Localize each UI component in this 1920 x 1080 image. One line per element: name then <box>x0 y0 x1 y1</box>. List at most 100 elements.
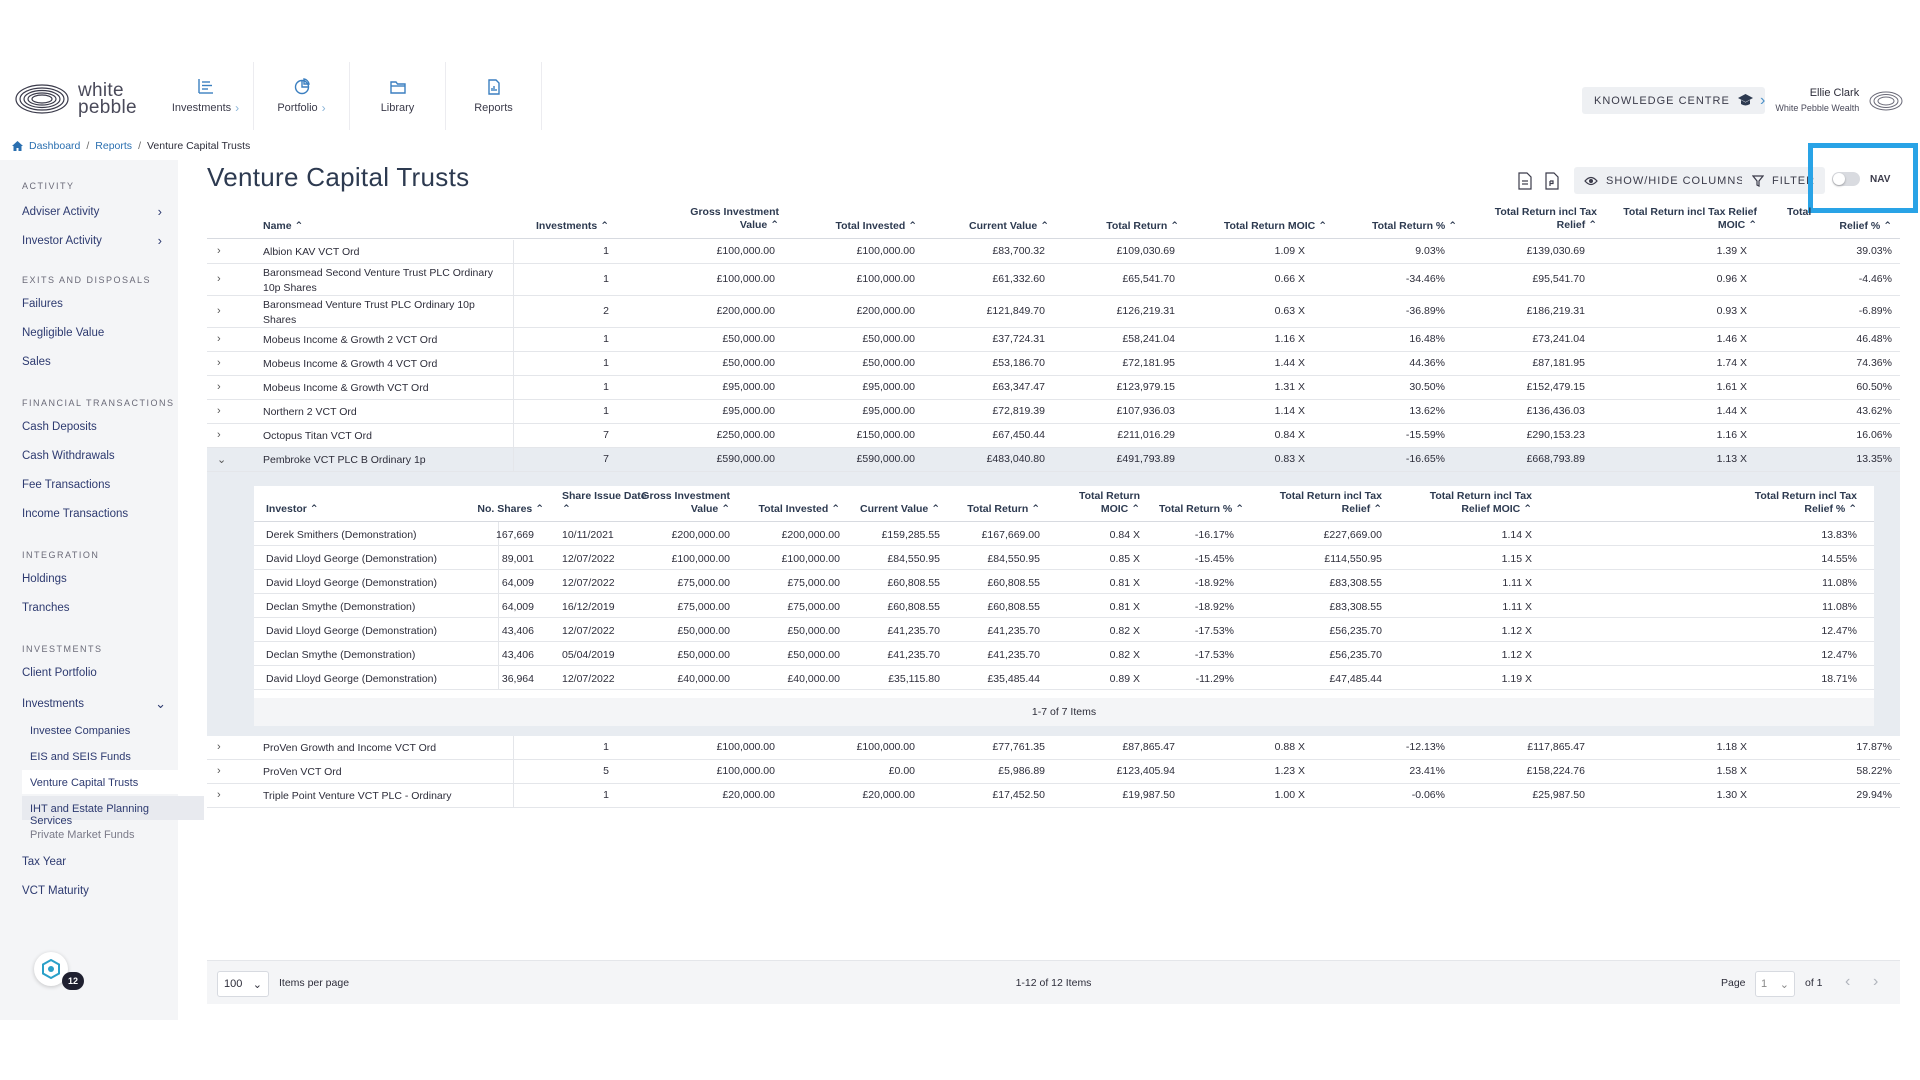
detail-table-row[interactable]: Declan Smythe (Demonstration) 43,406 05/04… <box>254 642 1874 666</box>
breadcrumb-dashboard[interactable]: Dashboard <box>29 140 81 152</box>
col-investments[interactable]: Investments ⌃ <box>497 220 609 233</box>
expand-row-icon[interactable]: › <box>217 741 221 753</box>
detail-cell-tax-return: £114,550.95 <box>1324 553 1382 565</box>
detail-col-shares[interactable]: No. Shares ⌃ <box>454 503 544 516</box>
logo-line-1: white <box>78 80 124 101</box>
table-row[interactable]: › Northern 2 VCT Ord 1 £95,000.00 £95,000.00… <box>207 400 1900 424</box>
sidebar-item-investor-activity[interactable]: Investor Activity › <box>22 233 162 248</box>
items-per-page-select[interactable]: 100 ⌄ <box>217 971 269 997</box>
nav-portfolio[interactable]: Portfolio › <box>254 62 350 130</box>
detail-table-row[interactable]: David Lloyd George (Demonstration) 36,964… <box>254 666 1874 690</box>
show-hide-columns-button[interactable]: SHOW/HIDE COLUMNS <box>1574 167 1755 194</box>
sidebar-item-investments[interactable]: Investments ⌄ <box>22 696 166 712</box>
sidebar-item-sales[interactable]: Sales <box>22 356 162 368</box>
detail-table-row[interactable]: David Lloyd George (Demonstration) 43,406… <box>254 618 1874 642</box>
detail-col-date[interactable]: Share Issue Date ⌃ <box>562 490 647 516</box>
table-row[interactable]: › Triple Point Venture VCT PLC - Ordinary… <box>207 784 1900 808</box>
detail-col-return[interactable]: Total Return ⌃ <box>934 503 1040 516</box>
sidebar-item-cash-withdrawals[interactable]: Cash Withdrawals <box>22 450 162 462</box>
expand-row-icon[interactable]: › <box>217 357 221 369</box>
sidebar-subitem-eis-seis[interactable]: EIS and SEIS Funds <box>30 751 131 763</box>
col-tax-return[interactable]: Total Return incl Tax Relief ⌃ <box>1467 206 1597 232</box>
col-tax-pct[interactable]: Relief % ⌃ <box>1747 220 1892 233</box>
detail-table-row[interactable]: David Lloyd George (Demonstration) 89,001… <box>254 546 1874 570</box>
detail-col-investor[interactable]: Investor ⌃ <box>266 503 319 516</box>
export-pdf-icon[interactable] <box>1544 172 1560 190</box>
export-excel-icon[interactable] <box>1517 172 1533 190</box>
sidebar-subitem-vct[interactable]: Venture Capital Trusts <box>30 777 139 789</box>
table-row[interactable]: › ProVen Growth and Income VCT Ord 1 £100,0… <box>207 736 1900 760</box>
user-menu[interactable]: › Ellie Clark White Pebble Wealth <box>1760 86 1903 116</box>
table-row[interactable]: › Baronsmead Venture Trust PLC Ordinary 1… <box>207 296 1900 328</box>
name-column-divider <box>207 760 514 784</box>
detail-table-row[interactable]: Declan Smythe (Demonstration) 64,009 16/12… <box>254 594 1874 618</box>
detail-col-current[interactable]: Current Value ⌃ <box>834 503 940 516</box>
nav-reports[interactable]: Reports <box>446 62 542 130</box>
detail-col-moic[interactable]: Total Return MOIC ⌃ <box>1044 490 1140 516</box>
nav-investments[interactable]: Investments › <box>158 62 254 130</box>
table-row[interactable]: › Mobeus Income & Growth 4 VCT Ord 1 £50,00… <box>207 352 1900 376</box>
expand-row-icon[interactable]: › <box>217 333 221 345</box>
expand-row-icon[interactable]: › <box>217 381 221 393</box>
table-row[interactable]: › Albion KAV VCT Ord 1 £100,000.00 £100,000.… <box>207 240 1900 264</box>
nav-toggle[interactable]: NAV <box>1832 172 1890 186</box>
table-row[interactable]: › Mobeus Income & Growth 2 VCT Ord 1 £50,00… <box>207 328 1900 352</box>
sidebar-item-negligible-value[interactable]: Negligible Value <box>22 327 162 339</box>
col-name[interactable]: Name ⌃ <box>263 220 303 233</box>
row-name-line-2: 10p Shares <box>263 282 317 294</box>
sidebar-item-adviser-activity[interactable]: Adviser Activity › <box>22 204 162 219</box>
collapse-row-icon[interactable]: ⌄ <box>217 454 227 466</box>
cell-invested: £100,000.00 <box>856 245 915 257</box>
prev-page-button[interactable]: ‹ <box>1845 973 1850 991</box>
next-page-button[interactable]: › <box>1873 973 1878 991</box>
nav-toggle-switch[interactable] <box>1832 172 1860 186</box>
sidebar-item-income-transactions[interactable]: Income Transactions <box>22 508 162 520</box>
col-gross[interactable]: Gross Investment Value ⌃ <box>667 206 779 232</box>
col-total-return[interactable]: Total Return ⌃ <box>1067 220 1179 233</box>
expand-row-icon[interactable]: › <box>217 245 221 257</box>
table-row[interactable]: › ProVen VCT Ord 5 £100,000.00 £0.00 £5,986.8… <box>207 760 1900 784</box>
sidebar-subitem-iht[interactable]: IHT and Estate Planning Services <box>30 803 150 827</box>
expand-row-icon[interactable]: › <box>217 765 221 777</box>
page-select[interactable]: 1 ⌄ <box>1755 971 1795 997</box>
sidebar-item-tranches[interactable]: Tranches <box>22 602 162 614</box>
detail-col-invested[interactable]: Total Invested ⌃ <box>734 503 840 516</box>
table-row[interactable]: › Baronsmead Second Venture Trust PLC Ord… <box>207 264 1900 296</box>
detail-col-gross[interactable]: Gross Investment Value ⌃ <box>634 490 730 516</box>
sidebar-subitem-private-market[interactable]: Private Market Funds <box>30 829 135 841</box>
knowledge-centre-button[interactable]: KNOWLEDGE CENTRE <box>1582 87 1765 114</box>
sidebar-item-cash-deposits[interactable]: Cash Deposits <box>22 421 162 433</box>
detail-col-tax-pct[interactable]: Total Return incl Tax Relief % ⌃ <box>1729 490 1857 516</box>
expand-row-icon[interactable]: › <box>217 273 221 285</box>
assistant-launcher-button[interactable] <box>34 952 68 986</box>
expand-row-icon[interactable]: › <box>217 305 221 317</box>
table-row[interactable]: › Mobeus Income & Growth VCT Ord 1 £95,000.… <box>207 376 1900 400</box>
detail-table-row[interactable]: David Lloyd George (Demonstration) 64,009… <box>254 570 1874 594</box>
eye-icon <box>1584 176 1598 185</box>
expand-row-icon[interactable]: › <box>217 789 221 801</box>
nav-library[interactable]: Library <box>350 62 446 130</box>
expand-row-icon[interactable]: › <box>217 405 221 417</box>
breadcrumb-reports[interactable]: Reports <box>95 140 133 152</box>
detail-table-row[interactable]: Derek Smithers (Demonstration) 167,669 10/… <box>254 522 1874 546</box>
sidebar-item-vct-maturity[interactable]: VCT Maturity <box>22 885 162 897</box>
col-tax-moic[interactable]: Total Return incl Tax Relief MOIC ⌃ <box>1597 206 1757 232</box>
col-total-invested[interactable]: Total Invested ⌃ <box>797 220 917 233</box>
sidebar-item-holdings[interactable]: Holdings <box>22 573 162 585</box>
table-row[interactable]: ⌄ Pembroke VCT PLC B Ordinary 1p 7 £590,000… <box>207 448 1900 472</box>
sidebar-item-failures[interactable]: Failures <box>22 298 162 310</box>
col-return-pct[interactable]: Total Return % ⌃ <box>1337 220 1457 233</box>
col-current-value[interactable]: Current Value ⌃ <box>937 220 1049 233</box>
detail-col-tax-moic[interactable]: Total Return incl Tax Relief MOIC ⌃ <box>1404 490 1532 516</box>
detail-col-pct[interactable]: Total Return % ⌃ <box>1124 503 1244 516</box>
white-pebble-logo[interactable]: white pebble <box>14 80 137 117</box>
sidebar-item-fee-transactions[interactable]: Fee Transactions <box>22 479 162 491</box>
col-moic[interactable]: Total Return MOIC ⌃ <box>1197 220 1327 233</box>
table-row[interactable]: › Octopus Titan VCT Ord 7 £250,000.00 £150,0… <box>207 424 1900 448</box>
sidebar-item-client-portfolio[interactable]: Client Portfolio <box>22 667 162 679</box>
sidebar-item-tax-year[interactable]: Tax Year <box>22 856 162 868</box>
breadcrumb: Dashboard / Reports / Venture Capital Tr… <box>12 140 250 152</box>
expand-row-icon[interactable]: › <box>217 429 221 441</box>
detail-col-tax[interactable]: Total Return incl Tax Relief ⌃ <box>1254 490 1382 516</box>
sidebar-subitem-investee-companies[interactable]: Investee Companies <box>30 725 131 737</box>
